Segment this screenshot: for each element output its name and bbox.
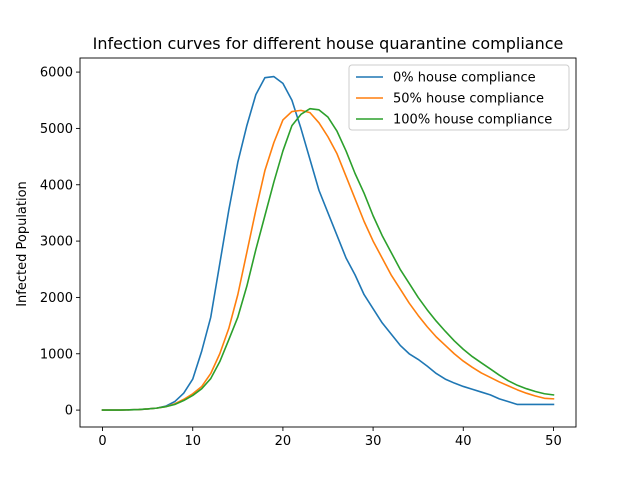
y-tick-label: 0: [65, 404, 73, 419]
y-tick-label: 6000: [40, 66, 73, 81]
legend-box: [348, 64, 570, 131]
y-tick-label: 1000: [40, 347, 73, 362]
x-tick-label: 50: [545, 434, 562, 449]
legend-label-0: 0% house compliance: [393, 71, 536, 86]
y-tick-label: 5000: [40, 122, 73, 137]
legend-label-1: 50% house compliance: [393, 92, 544, 107]
x-tick-label: 30: [365, 434, 382, 449]
series-line-2: [101, 107, 555, 411]
legend-label-2: 100% house compliance: [393, 113, 552, 128]
axes-frame: [79, 57, 577, 428]
plot-area: 0 10 20 30 40 50 0 1000 2000 3000 4000 5000 6000: [40, 57, 577, 449]
y-tick-label: 2000: [40, 291, 73, 306]
x-tick-label: 20: [275, 434, 292, 449]
x-tick-label: 10: [184, 434, 201, 449]
y-tick-label: 4000: [40, 178, 73, 193]
chart-title: Infection curves for different house qua…: [93, 34, 564, 53]
y-axis-label: Infected Population: [15, 181, 30, 307]
legend: 0% house compliance 50% house compliance 1…: [348, 64, 570, 131]
series-line-0: [101, 75, 555, 411]
x-tick-label: 0: [98, 434, 106, 449]
x-tick-label: 40: [455, 434, 472, 449]
y-tick-label: 3000: [40, 235, 73, 250]
